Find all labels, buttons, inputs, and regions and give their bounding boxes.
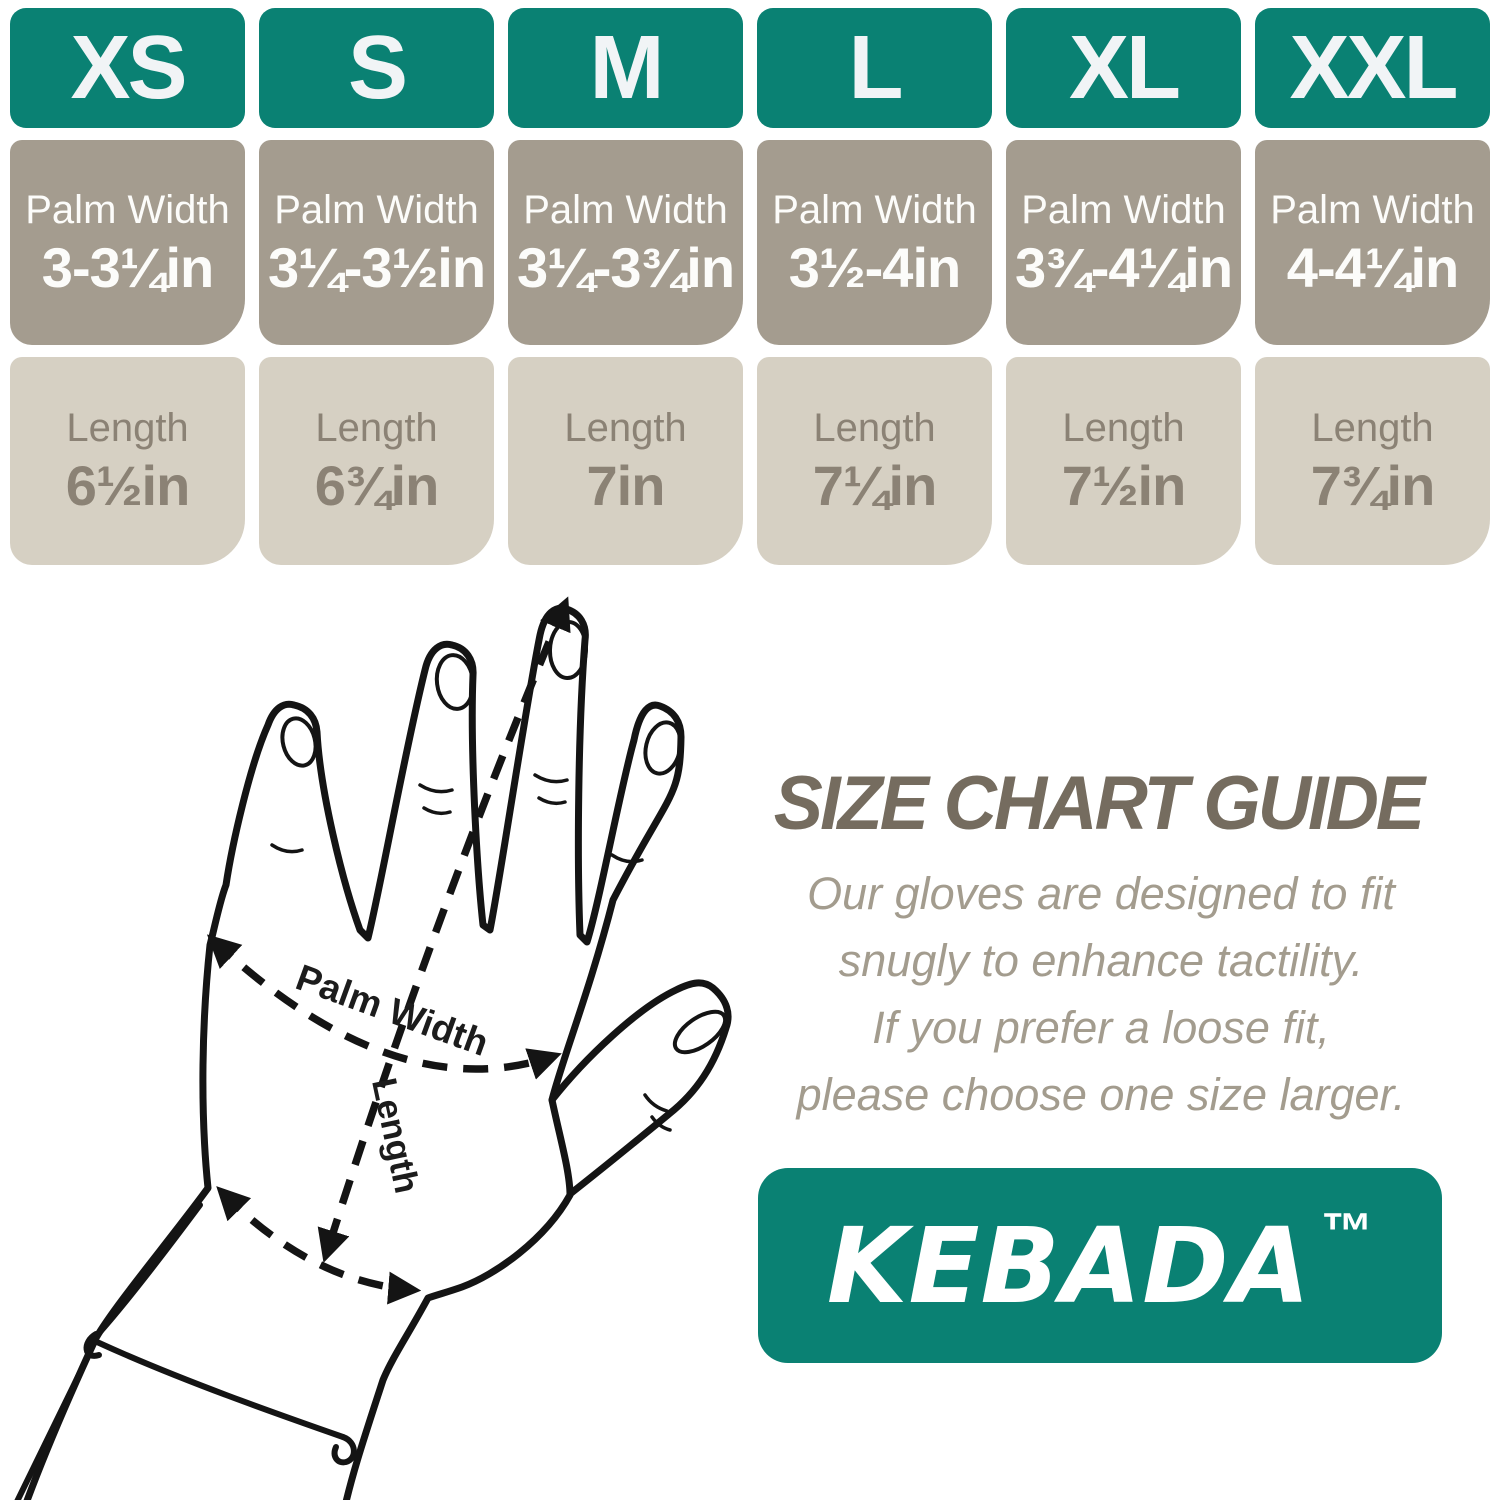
hand-outline-icon <box>23 604 685 1500</box>
length-label: Length <box>315 406 438 450</box>
thumb-outline-icon <box>548 979 732 1198</box>
guide-line: Our gloves are designed to fit <box>807 868 1395 919</box>
length-value: 7½in <box>1061 454 1187 517</box>
palm-width-cell-xs: Palm Width 3-3¼in <box>10 140 245 345</box>
palm-width-cell-l: Palm Width 3½-4in <box>757 140 992 345</box>
size-header-xs: XS <box>10 8 245 128</box>
palm-width-cell-s: Palm Width 3¼-3½in <box>259 140 494 345</box>
length-cell-xs: Length 6½in <box>10 357 245 565</box>
palm-width-measure-arrow <box>206 934 562 1080</box>
length-value: 7¾in <box>1310 454 1436 517</box>
palm-width-value: 3-3¼in <box>41 235 214 299</box>
page-title: SIZE CHART GUIDE <box>773 761 1425 846</box>
guide-description: Our gloves are designed to fit snugly to… <box>746 860 1456 1128</box>
brand-name: KEBADA <box>826 1204 1312 1327</box>
guide-line: please choose one size larger. <box>796 1069 1406 1120</box>
length-label: Length <box>564 406 687 450</box>
guide-line: snugly to enhance tactility. <box>838 935 1364 986</box>
length-label: Length <box>66 406 189 450</box>
palm-width-label: Palm Width <box>523 187 728 232</box>
size-header-s: S <box>259 8 494 128</box>
length-measure-arrow <box>317 596 571 1263</box>
length-value: 6¾in <box>314 454 440 517</box>
length-cell-xxl: Length 7¾in <box>1255 357 1490 565</box>
palm-width-value: 4-4¼in <box>1286 235 1459 299</box>
palm-width-label: Palm Width <box>772 187 977 232</box>
palm-width-cell-m: Palm Width 3¼-3¾in <box>508 140 743 345</box>
length-label: Length <box>1311 406 1434 450</box>
length-value: 7in <box>586 454 666 517</box>
length-cell-m: Length 7in <box>508 357 743 565</box>
palm-width-value: 3¼-3½in <box>267 235 486 299</box>
length-label: Length <box>1062 406 1185 450</box>
size-header-xl: XL <box>1006 8 1241 128</box>
brand-logo: KEBADA ™ <box>758 1168 1442 1363</box>
palm-width-value: 3½-4in <box>788 235 961 299</box>
length-cell-xl: Length 7½in <box>1006 357 1241 565</box>
length-value: 7¼in <box>812 454 938 517</box>
palm-width-value: 3¼-3¾in <box>516 235 735 299</box>
palm-width-value: 3¾-4¼in <box>1014 235 1233 299</box>
length-cell-s: Length 6¾in <box>259 357 494 565</box>
guide-line: If you prefer a loose fit, <box>872 1002 1330 1053</box>
length-label: Length <box>813 406 936 450</box>
palm-width-label: Palm Width <box>25 187 230 232</box>
length-cell-l: Length 7¼in <box>757 357 992 565</box>
size-table: XS S M L XL XXL Palm Width 3-3¼in Palm W… <box>10 8 1490 565</box>
palm-width-label: Palm Width <box>274 187 479 232</box>
palm-width-label: Palm Width <box>1021 187 1226 232</box>
size-header-xxl: XXL <box>1255 8 1490 128</box>
length-value: 6½in <box>65 454 191 517</box>
trademark-symbol: ™ <box>1321 1202 1374 1261</box>
palm-width-cell-xl: Palm Width 3¾-4¼in <box>1006 140 1241 345</box>
palm-width-cell-xxl: Palm Width 4-4¼in <box>1255 140 1490 345</box>
palm-width-label: Palm Width <box>1270 187 1475 232</box>
size-header-l: L <box>757 8 992 128</box>
sleeve-cuff-icon <box>14 1202 357 1500</box>
hand-measurement-diagram: Palm Width Length <box>14 596 732 1500</box>
size-header-m: M <box>508 8 743 128</box>
